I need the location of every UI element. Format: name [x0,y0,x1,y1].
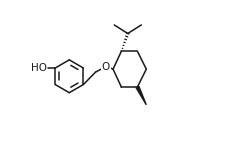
Polygon shape [136,86,146,105]
Text: O: O [101,62,110,72]
Text: HO: HO [31,63,47,73]
